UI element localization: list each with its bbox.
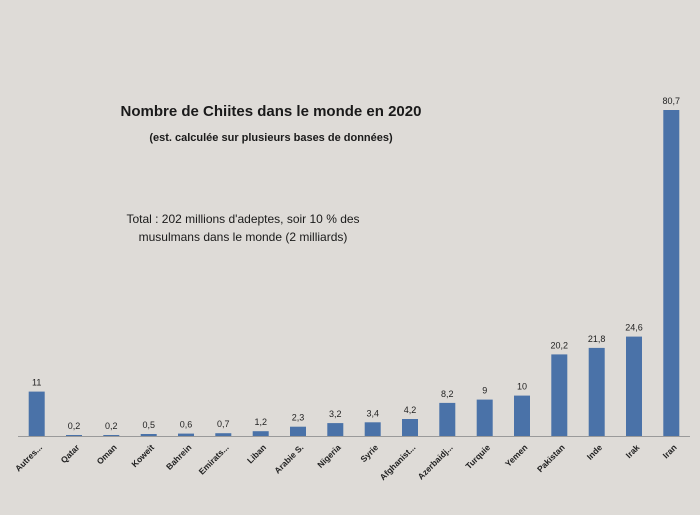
category-label-2: Oman xyxy=(95,442,119,466)
value-label-8: 3,2 xyxy=(329,409,342,419)
bar-9 xyxy=(364,422,381,436)
value-label-6: 1,2 xyxy=(254,417,267,427)
category-label-15: Inde xyxy=(585,442,605,462)
value-label-5: 0,7 xyxy=(217,419,230,429)
value-label-2: 0,2 xyxy=(105,421,118,431)
bar-1 xyxy=(66,435,82,436)
category-label-16: Irak xyxy=(624,442,642,460)
bar-6 xyxy=(252,431,269,436)
value-label-16: 24,6 xyxy=(625,323,643,333)
bar-0 xyxy=(28,391,45,436)
bar-11 xyxy=(439,402,456,436)
category-label-3: Koweit xyxy=(129,442,156,469)
bar-15 xyxy=(588,347,605,436)
annotation-line-2: musulmans dans le monde (2 milliards) xyxy=(139,230,348,244)
category-label-6: Liban xyxy=(245,442,268,465)
category-label-10: Afghanist... xyxy=(378,442,418,482)
bar-10 xyxy=(402,419,418,436)
chart-subtitle: (est. calculée sur plusieurs bases de do… xyxy=(149,132,393,144)
category-label-13: Yemen xyxy=(503,442,529,468)
value-label-15: 21,8 xyxy=(588,334,606,344)
bar-5 xyxy=(215,433,232,436)
chart-title: Nombre de Chiites dans le monde en 2020 xyxy=(121,103,422,120)
category-label-14: Pakistan xyxy=(535,442,567,474)
bar-8 xyxy=(327,423,344,436)
value-label-10: 4,2 xyxy=(404,405,417,415)
value-label-4: 0,6 xyxy=(180,420,193,430)
value-label-3: 0,5 xyxy=(142,420,155,430)
category-label-17: Iran xyxy=(661,442,679,460)
category-label-8: Nigeria xyxy=(315,442,343,470)
bar-2 xyxy=(103,435,120,436)
bar-4 xyxy=(178,433,194,436)
value-label-12: 9 xyxy=(482,386,487,396)
value-label-9: 3,4 xyxy=(366,408,379,418)
category-label-1: Qatar xyxy=(59,442,82,465)
category-label-0: Autres... xyxy=(13,442,44,473)
bar-13 xyxy=(514,395,530,436)
bar-12 xyxy=(476,399,493,436)
value-label-7: 2,3 xyxy=(292,413,305,423)
annotation-line-1: Total : 202 millions d'adeptes, soir 10 … xyxy=(126,212,359,226)
value-label-13: 10 xyxy=(517,382,527,392)
category-label-5: Emirats... xyxy=(197,442,231,476)
plot-area: 11 Autres... 0,2 Qatar 0,2 Oman 0,5 Koweit 0,6 Ba… xyxy=(13,96,690,482)
value-label-11: 8,2 xyxy=(441,389,454,399)
value-label-0: 11 xyxy=(32,378,41,388)
bar-3 xyxy=(140,434,157,436)
value-label-17: 80,7 xyxy=(663,96,681,106)
value-label-14: 20,2 xyxy=(551,340,569,350)
bar-16 xyxy=(626,336,642,436)
category-label-7: Arabie S. xyxy=(272,442,305,475)
category-label-4: Bahrein xyxy=(164,442,193,471)
value-label-1: 0,2 xyxy=(68,421,81,431)
bar-14 xyxy=(551,354,568,436)
category-label-12: Turquie xyxy=(463,442,492,471)
bar-17 xyxy=(663,110,680,436)
bar-7 xyxy=(290,426,306,436)
category-label-11: Azerbaidj... xyxy=(416,442,455,481)
category-label-9: Syrie xyxy=(358,442,380,464)
